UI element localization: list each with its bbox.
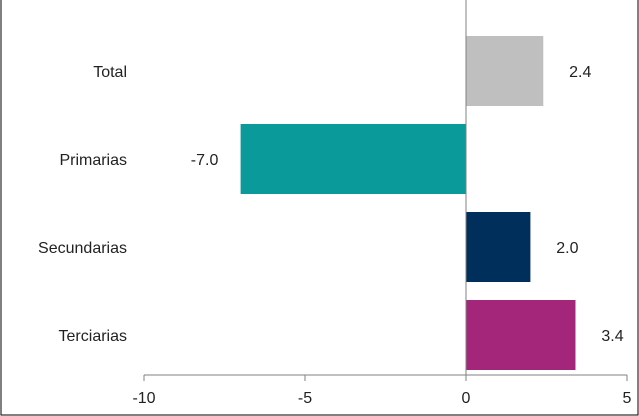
value-label-secundarias: 2.0 [556,240,578,257]
bar-terciarias [466,300,576,370]
category-label-terciarias: Terciarias [59,328,127,345]
category-label-total: Total [93,64,127,81]
axis-layer [143,0,628,381]
x-tick-label: 0 [462,390,471,407]
bar-total [466,36,544,106]
x-tick-label: 5 [623,390,632,407]
bars-layer [240,36,576,370]
category-label-secundarias: Secundarias [38,240,127,257]
value-label-terciarias: 3.4 [601,328,623,345]
x-tick-label: -5 [298,390,312,407]
category-label-primarias: Primarias [59,152,127,169]
x-tick-label: -10 [132,390,155,407]
bar-secundarias [466,212,531,282]
value-label-total: 2.4 [569,64,591,81]
labels-layer: Total 2.4 Primarias -7.0 Secundarias 2.0 Terci… [38,64,632,407]
value-label-primarias: -7.0 [191,152,219,169]
bar-primarias [240,124,466,194]
